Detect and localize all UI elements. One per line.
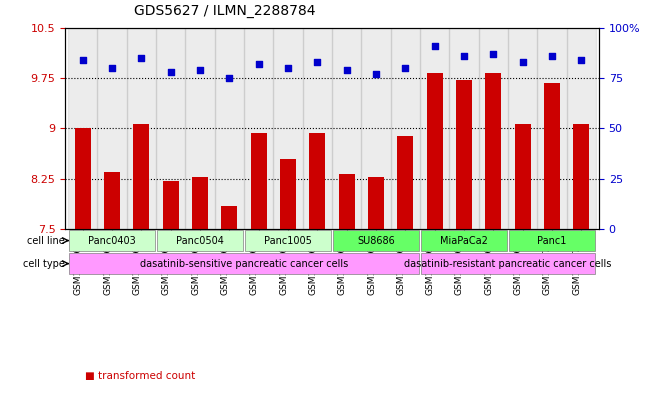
Point: [224, 75, 234, 81]
Bar: [544, 83, 560, 229]
FancyBboxPatch shape: [245, 230, 331, 251]
Text: Panc1: Panc1: [537, 235, 566, 246]
Point: [136, 55, 146, 61]
Point: [547, 53, 557, 59]
Bar: [192, 176, 208, 229]
FancyBboxPatch shape: [70, 230, 154, 251]
Bar: [309, 133, 326, 229]
Text: Panc0504: Panc0504: [176, 235, 224, 246]
Point: [107, 65, 117, 71]
Bar: [332, 28, 361, 229]
Point: [430, 42, 440, 49]
FancyBboxPatch shape: [421, 253, 594, 274]
Bar: [75, 128, 90, 229]
Point: [195, 67, 205, 73]
Bar: [273, 28, 303, 229]
Bar: [397, 136, 413, 229]
Text: Panc1005: Panc1005: [264, 235, 312, 246]
Bar: [133, 123, 150, 229]
Point: [518, 59, 528, 65]
FancyBboxPatch shape: [333, 230, 419, 251]
Bar: [303, 28, 332, 229]
Text: Panc0403: Panc0403: [88, 235, 136, 246]
Bar: [426, 73, 443, 229]
FancyBboxPatch shape: [421, 230, 506, 251]
Point: [312, 59, 322, 65]
Text: ■ transformed count: ■ transformed count: [85, 371, 195, 381]
Bar: [127, 28, 156, 229]
Point: [459, 53, 469, 59]
Text: MiaPaCa2: MiaPaCa2: [440, 235, 488, 246]
Point: [342, 67, 352, 73]
Bar: [485, 73, 501, 229]
Bar: [478, 28, 508, 229]
Bar: [361, 28, 391, 229]
Bar: [163, 181, 179, 229]
Bar: [186, 28, 215, 229]
Bar: [156, 28, 186, 229]
Text: dasatinib-resistant pancreatic cancer cells: dasatinib-resistant pancreatic cancer ce…: [404, 259, 612, 268]
Point: [283, 65, 293, 71]
Point: [488, 51, 499, 57]
Point: [576, 57, 587, 63]
Bar: [514, 124, 531, 229]
Point: [253, 61, 264, 67]
Bar: [244, 28, 273, 229]
Text: GDS5627 / ILMN_2288784: GDS5627 / ILMN_2288784: [135, 4, 316, 18]
Bar: [456, 80, 472, 229]
Bar: [68, 28, 98, 229]
Bar: [537, 28, 566, 229]
Bar: [368, 176, 384, 229]
Bar: [566, 28, 596, 229]
Bar: [420, 28, 449, 229]
Text: cell line: cell line: [27, 235, 64, 246]
Point: [371, 71, 381, 77]
Bar: [574, 124, 589, 229]
Text: dasatinib-sensitive pancreatic cancer cells: dasatinib-sensitive pancreatic cancer ce…: [140, 259, 348, 268]
Bar: [391, 28, 420, 229]
Bar: [339, 174, 355, 229]
Text: cell type: cell type: [23, 259, 64, 268]
Bar: [449, 28, 478, 229]
Bar: [215, 28, 244, 229]
Point: [165, 69, 176, 75]
Bar: [98, 28, 127, 229]
Point: [77, 57, 88, 63]
FancyBboxPatch shape: [510, 230, 594, 251]
FancyBboxPatch shape: [70, 253, 419, 274]
Point: [400, 65, 411, 71]
Bar: [508, 28, 537, 229]
Bar: [221, 206, 238, 229]
Bar: [280, 158, 296, 229]
Text: SU8686: SU8686: [357, 235, 395, 246]
FancyBboxPatch shape: [158, 230, 243, 251]
Bar: [104, 172, 120, 229]
Bar: [251, 133, 267, 229]
